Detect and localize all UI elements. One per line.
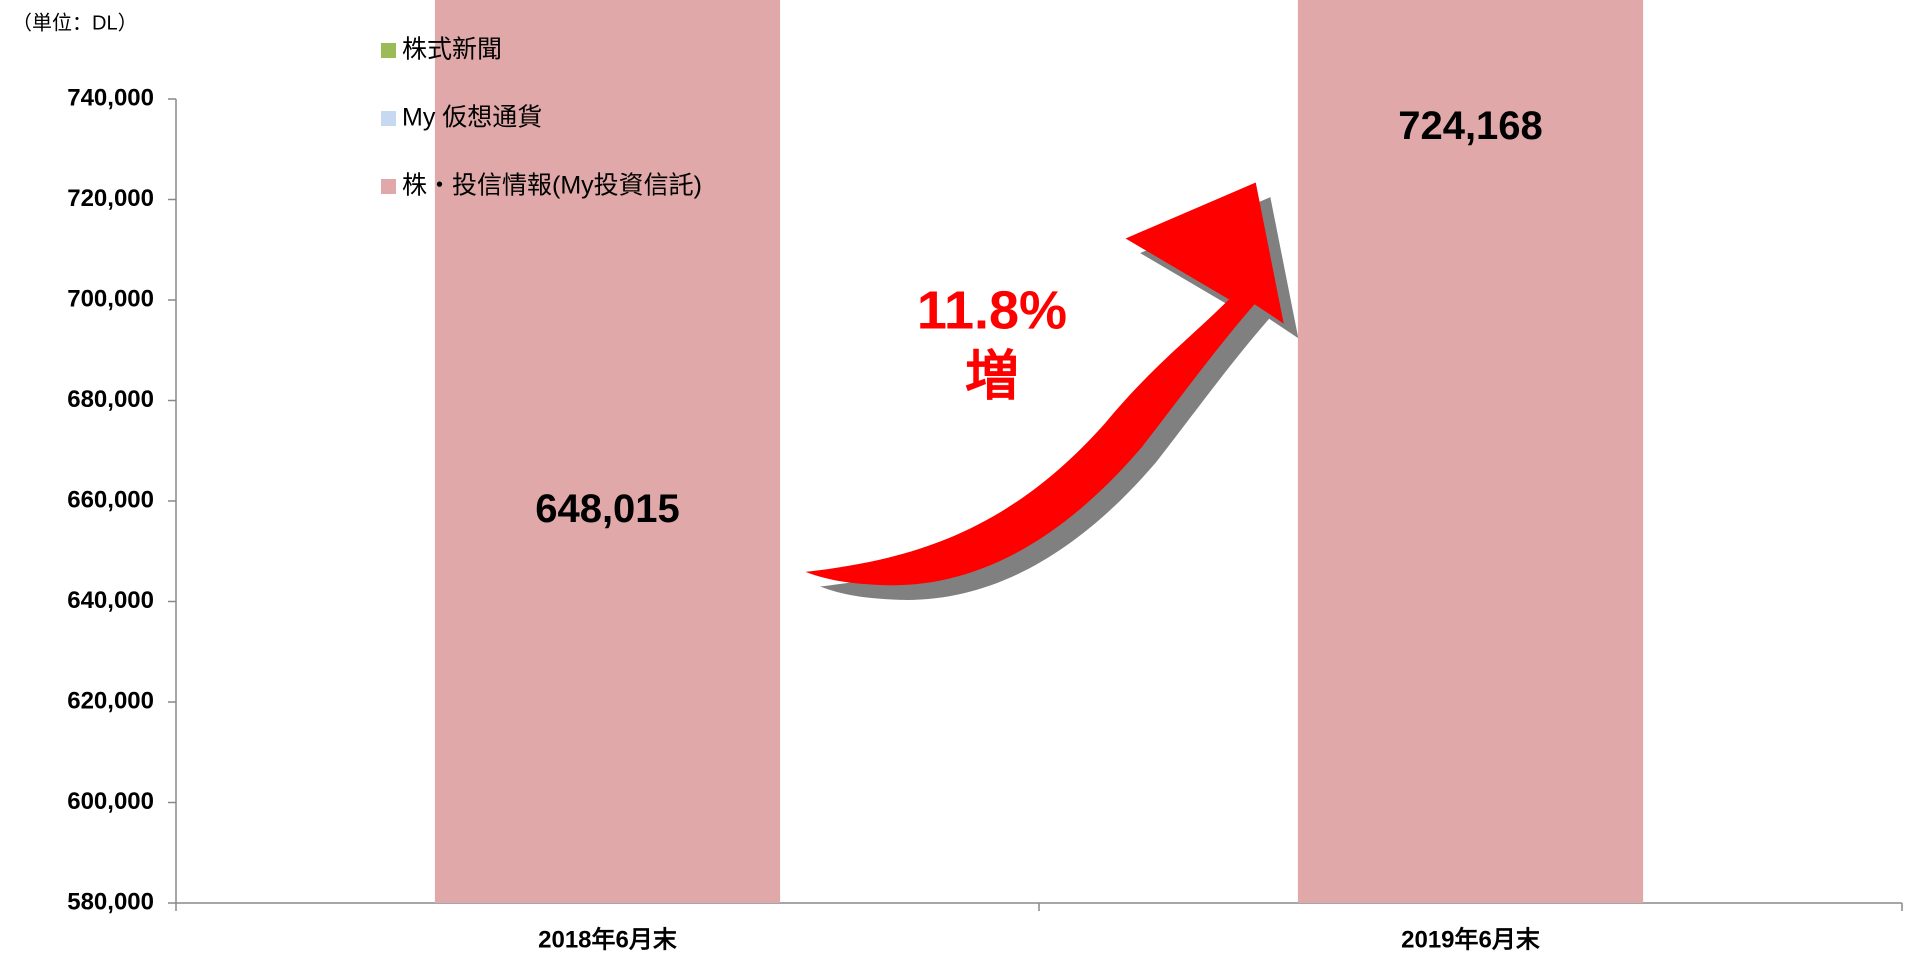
bar-segment: [1297, 0, 1644, 903]
legend-swatch: [381, 179, 396, 194]
annotation: 11.8%: [917, 280, 1067, 340]
x-tick-label: 2018年6月末: [538, 925, 678, 953]
total-label: 724,168: [1398, 104, 1543, 148]
y-tick-label: 600,000: [67, 788, 154, 815]
total-label: 648,015: [535, 487, 680, 531]
annotation: 増: [965, 346, 1019, 406]
x-tick-label: 2019年6月末: [1401, 925, 1541, 953]
arrow: [805, 182, 1284, 586]
y-tick-label: 580,000: [67, 888, 154, 915]
legend-swatch: [381, 43, 396, 58]
y-tick-label: 720,000: [67, 185, 154, 212]
y-tick-label: 620,000: [67, 687, 154, 714]
legend-label: 株式新聞: [402, 36, 502, 64]
y-tick-label: 660,000: [67, 486, 154, 513]
growth-arrow: [805, 182, 1299, 600]
legend-label: 株・投信情報(My投資信託): [402, 172, 702, 200]
y-tick-label: 740,000: [67, 84, 154, 111]
y-tick-label: 700,000: [67, 285, 154, 312]
legend-swatch: [381, 111, 396, 126]
legend-label: My 仮想通貨: [402, 104, 542, 132]
y-tick-label: 680,000: [67, 386, 154, 413]
y-tick-label: 640,000: [67, 587, 154, 614]
unit-label: （単位：DL）: [12, 11, 138, 34]
bar-segment: [434, 0, 781, 903]
